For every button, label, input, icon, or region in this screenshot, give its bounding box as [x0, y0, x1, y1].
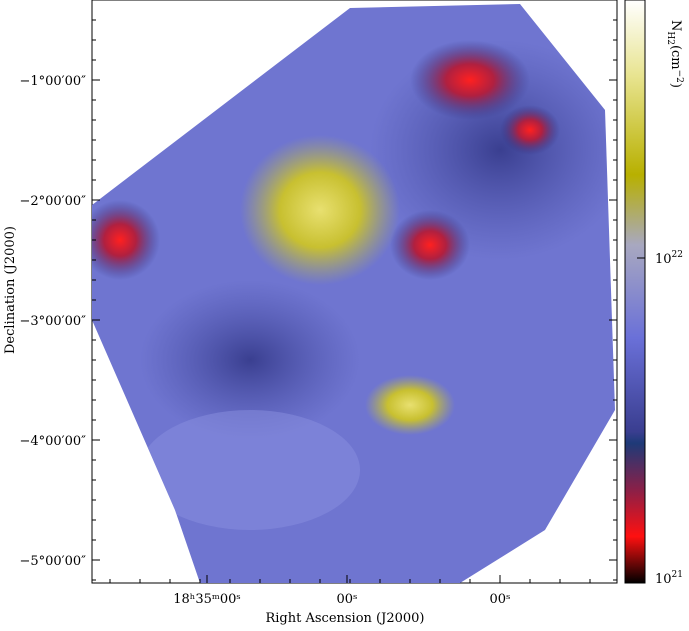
y-tick-label: −1°00′00″ — [19, 74, 86, 89]
y-tick-label: −4°00′00″ — [19, 434, 86, 449]
x-axis-label: Right Ascension (J2000) — [265, 611, 424, 626]
colorbar-tick-label: 1022 — [655, 250, 683, 267]
tick-exponent: 21 — [672, 570, 683, 580]
colorbar-label: NH2(cm−2) — [665, 20, 684, 88]
colorbar — [624, 0, 646, 584]
x-tick-label: 00ˢ — [337, 592, 358, 607]
y-tick-label: −3°00′00″ — [19, 314, 86, 329]
y-tick-label: −2°00′00″ — [19, 194, 86, 209]
y-tick-label: −5°00′00″ — [19, 554, 86, 569]
x-tick-label: 18ʰ35ᵐ00ˢ — [173, 592, 241, 607]
y-axis-label: Declination (J2000) — [3, 226, 18, 354]
label-unit: (cm — [668, 45, 683, 70]
x-tick-label: 00ˢ — [490, 592, 511, 607]
label-symbol: N — [668, 20, 683, 31]
label-close: ) — [668, 83, 683, 88]
label-subscript: H2 — [665, 31, 675, 45]
tick-exponent: 22 — [672, 250, 683, 260]
colorbar-tick-label: 1021 — [655, 570, 683, 587]
column-density-map — [92, 4, 615, 583]
tick-base: 10 — [655, 572, 672, 587]
label-exponent: −2 — [674, 70, 684, 83]
tick-base: 10 — [655, 252, 672, 267]
